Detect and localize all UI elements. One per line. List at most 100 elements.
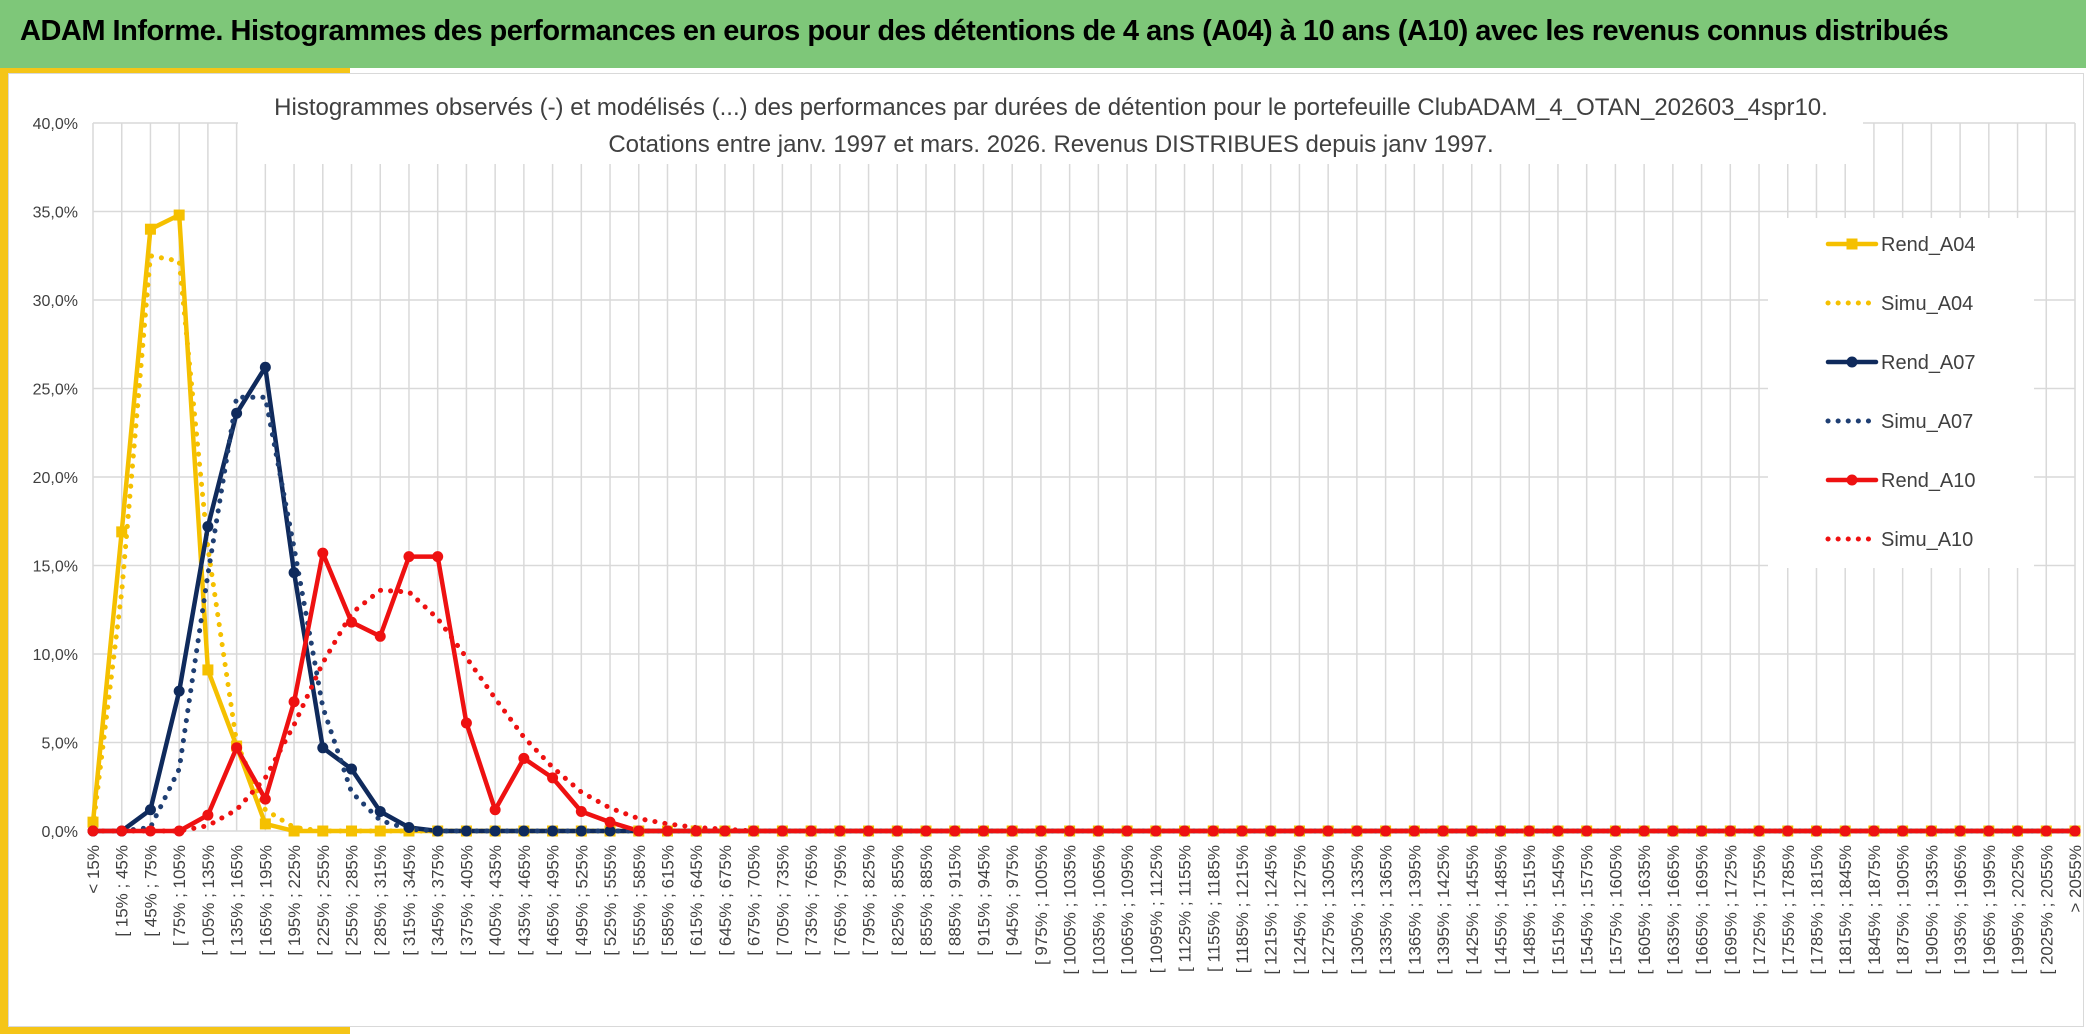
data-point-rend-a10: [346, 616, 358, 628]
x-tick-label: [ 1575% ; 1605%: [1606, 845, 1625, 974]
legend-box: [1768, 218, 2034, 568]
data-point-rend-a10: [1351, 825, 1363, 837]
data-point-rend-a10: [2040, 825, 2052, 837]
data-point-rend-a10: [604, 816, 616, 828]
x-tick-label: [ 1605% ; 1635%: [1635, 845, 1654, 974]
x-tick-label: [ 1875% ; 1905%: [1894, 845, 1913, 974]
data-point-rend-a10: [231, 742, 243, 754]
data-point-rend-a10: [1897, 825, 1909, 837]
data-point-rend-a10: [776, 825, 788, 837]
x-tick-label: [ 105% ; 135%: [199, 845, 218, 956]
data-point-rend-a10: [1782, 825, 1794, 837]
data-point-rend-a07: [460, 825, 472, 837]
x-tick-label: [ 1215% ; 1245%: [1262, 845, 1281, 974]
x-tick-label: [ 1965% ; 1995%: [1980, 845, 1999, 974]
x-axis-ticks: < 15% [ 15% ; 45% [ 45% ; 75% [ 75% ; 105% […: [84, 845, 2085, 974]
data-point-rend-a10: [1810, 825, 1822, 837]
data-point-rend-a10: [1868, 825, 1880, 837]
x-tick-label: [ 585% ; 615%: [658, 845, 677, 956]
data-point-rend-a04: [87, 816, 99, 828]
data-point-rend-a10: [834, 825, 846, 837]
x-tick-label: [ 1455% ; 1485%: [1492, 845, 1511, 974]
x-tick-label: [ 1485% ; 1515%: [1520, 845, 1539, 974]
data-point-rend-a10: [1265, 825, 1277, 837]
data-point-rend-a10: [1408, 825, 1420, 837]
legend-label-rend-a07: Rend_A07: [1881, 352, 1976, 374]
data-point-rend-a04: [288, 825, 300, 837]
data-point-rend-a04: [346, 825, 358, 837]
x-tick-label: [ 555% ; 585%: [630, 845, 649, 956]
data-point-rend-a07: [259, 361, 271, 373]
data-point-rend-a10: [1667, 825, 1679, 837]
y-tick-label: 10,0%: [33, 647, 78, 664]
data-point-rend-a07: [518, 825, 530, 837]
legend: Rend_A04 Simu_A04 Rend_A07 Simu_A07 Rend_A10…: [1825, 234, 1976, 551]
data-point-rend-a10: [374, 630, 386, 642]
data-point-rend-a07: [317, 742, 329, 754]
x-tick-label: [ 495% ; 525%: [572, 845, 591, 956]
x-tick-label: [ 2025% ; 2055%: [2037, 845, 2056, 974]
x-tick-label: [ 1665% ; 1695%: [1693, 845, 1712, 974]
data-point-rend-a10: [403, 551, 415, 563]
data-point-rend-a07: [575, 825, 587, 837]
x-tick-label: [ 315% ; 345%: [400, 845, 419, 956]
data-point-rend-a10: [518, 752, 530, 764]
y-tick-label: 25,0%: [33, 382, 78, 399]
x-tick-label: [ 1935% ; 1965%: [1951, 845, 1970, 974]
data-point-rend-a10: [1609, 825, 1621, 837]
header-banner: ADAM Informe. Histogrammes des performan…: [0, 0, 2086, 68]
x-tick-label: [ 1515% ; 1545%: [1549, 845, 1568, 974]
legend-marker-rend-a07: [1846, 356, 1858, 368]
data-point-rend-a07: [374, 806, 386, 818]
x-tick-label: [ 375% ; 405%: [457, 845, 476, 956]
x-tick-label: [ 1905% ; 1935%: [1922, 845, 1941, 974]
accent-bar-top: [0, 68, 350, 73]
data-point-rend-a10: [575, 806, 587, 818]
y-tick-label: 15,0%: [33, 559, 78, 576]
x-tick-label: [ 525% ; 555%: [601, 845, 620, 956]
x-tick-label: [ 285% ; 315%: [371, 845, 390, 956]
series-lines: [90, 212, 2078, 834]
series-line-rend-a10: [90, 550, 2078, 834]
data-point-rend-a04: [202, 664, 214, 676]
data-point-rend-a10: [1092, 825, 1104, 837]
data-point-rend-a10: [489, 804, 501, 816]
data-point-rend-a10: [1696, 825, 1708, 837]
chart-frame: [8, 73, 2084, 1027]
x-tick-label: [ 255% ; 285%: [343, 845, 362, 956]
x-tick-label: [ 195% ; 225%: [285, 845, 304, 956]
legend-label-simu-a07: Simu_A07: [1881, 411, 1973, 433]
x-tick-label: [ 885% ; 915%: [946, 845, 965, 956]
data-point-rend-a10: [288, 696, 300, 708]
data-point-rend-a10: [719, 825, 731, 837]
y-tick-label: 35,0%: [33, 205, 78, 222]
y-tick-label: 5,0%: [42, 736, 78, 753]
data-point-rend-a10: [1983, 825, 1995, 837]
x-tick-label: [ 1545% ; 1575%: [1578, 845, 1597, 974]
legend-marker-rend-a10: [1846, 474, 1858, 486]
page-title: ADAM Informe. Histogrammes des performan…: [20, 15, 1949, 47]
x-tick-label: [ 345% ; 375%: [429, 845, 448, 956]
data-point-rend-a10: [2012, 825, 2024, 837]
data-point-rend-a10: [317, 547, 329, 559]
x-tick-label: < 15%: [84, 845, 103, 894]
x-tick-label: [ 1185% ; 1215%: [1233, 845, 1252, 973]
x-tick-label: [ 1365% ; 1395%: [1405, 845, 1424, 974]
legend-label-simu-a04: Simu_A04: [1881, 293, 1973, 315]
x-tick-label: [ 15% ; 45%: [113, 845, 132, 937]
data-point-rend-a07: [489, 825, 501, 837]
data-point-rend-a10: [748, 825, 760, 837]
x-tick-label: [ 1275% ; 1305%: [1319, 845, 1338, 974]
data-point-rend-a07: [432, 825, 444, 837]
data-point-rend-a10: [1207, 825, 1219, 837]
x-tick-label: [ 705% ; 735%: [773, 845, 792, 956]
data-point-rend-a10: [1954, 825, 1966, 837]
data-point-rend-a10: [1437, 825, 1449, 837]
data-point-rend-a10: [1236, 825, 1248, 837]
data-point-rend-a10: [1925, 825, 1937, 837]
data-point-rend-a10: [1006, 825, 1018, 837]
x-tick-label: [ 1305% ; 1335%: [1348, 845, 1367, 974]
data-point-rend-a07: [547, 825, 559, 837]
data-point-rend-a10: [259, 793, 271, 805]
x-tick-label: [ 75% ; 105%: [170, 845, 189, 946]
